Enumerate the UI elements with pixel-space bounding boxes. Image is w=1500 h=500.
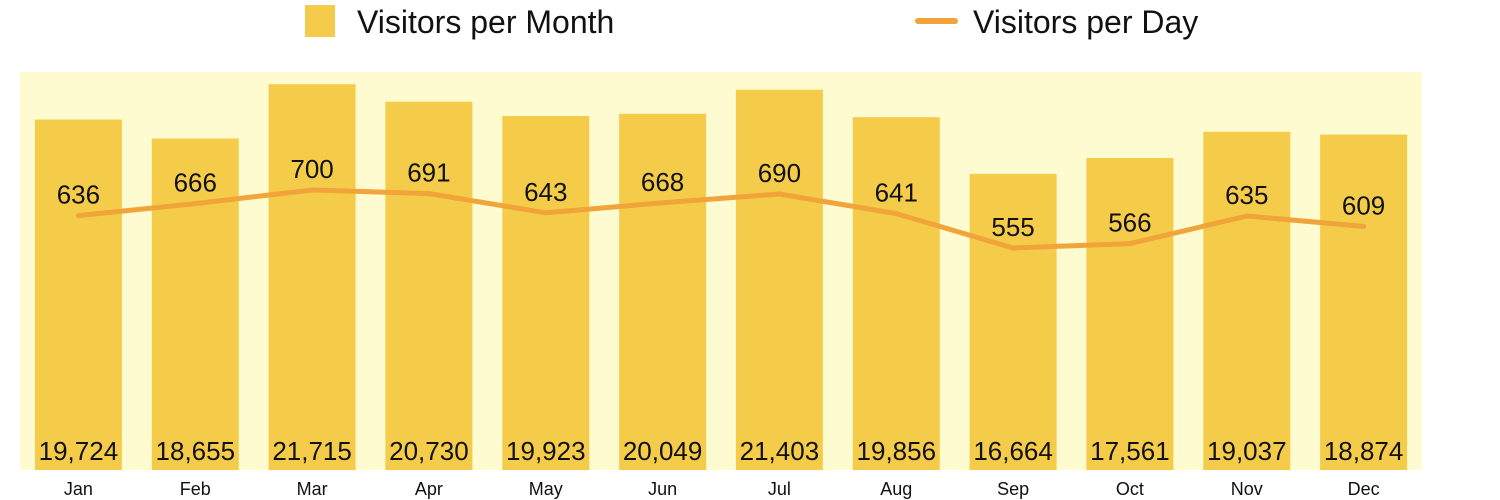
bar-label-apr: 20,730	[389, 436, 469, 466]
line-point-aug	[893, 211, 899, 217]
bar-label-mar: 21,715	[272, 436, 352, 466]
x-tick-jul: Jul	[768, 479, 791, 499]
x-tick-sep: Sep	[997, 479, 1029, 499]
line-label-jul: 690	[758, 158, 801, 188]
line-point-may	[543, 210, 549, 216]
legend-bar-swatch	[305, 5, 335, 37]
line-point-oct	[1127, 241, 1133, 247]
bar-may	[502, 116, 590, 470]
line-label-apr: 691	[407, 158, 450, 188]
line-label-may: 643	[524, 177, 567, 207]
bar-label-jan: 19,724	[39, 436, 119, 466]
x-tick-dec: Dec	[1348, 479, 1380, 499]
line-point-dec	[1361, 223, 1367, 229]
line-label-aug: 641	[875, 178, 918, 208]
bar-nov	[1203, 131, 1291, 471]
line-point-jan	[75, 213, 81, 219]
x-tick-jan: Jan	[64, 479, 93, 499]
line-labels: 636 666 700 691 643 668 690 641 555 566 635 609	[57, 154, 1386, 242]
line-point-apr	[426, 191, 432, 197]
bar-label-may: 19,923	[506, 436, 586, 466]
x-tick-oct: Oct	[1116, 479, 1144, 499]
legend: Visitors per Month Visitors per Day	[305, 4, 1198, 40]
visitors-per-day-line	[75, 187, 1367, 251]
bar-label-jun: 20,049	[623, 436, 703, 466]
bar-label-feb: 18,655	[156, 436, 236, 466]
line-point-nov	[1244, 213, 1250, 219]
line-label-nov: 635	[1225, 180, 1268, 210]
bar-label-sep: 16,664	[973, 436, 1053, 466]
x-tick-aug: Aug	[880, 479, 912, 499]
line-label-dec: 609	[1342, 190, 1385, 220]
line-label-sep: 555	[991, 212, 1034, 242]
bar-sep	[969, 173, 1057, 470]
bar-feb	[151, 138, 239, 470]
bar-label-jul: 21,403	[740, 436, 820, 466]
bar-jul	[735, 89, 823, 470]
line-point-sep	[1010, 245, 1016, 251]
x-tick-jun: Jun	[648, 479, 677, 499]
bar-label-oct: 17,561	[1090, 436, 1170, 466]
x-tick-mar: Mar	[297, 479, 328, 499]
x-tick-may: May	[529, 479, 563, 499]
bar-label-aug: 19,856	[857, 436, 937, 466]
bar-jan	[34, 119, 122, 470]
line-label-mar: 700	[290, 154, 333, 184]
bar-oct	[1086, 158, 1174, 470]
bar-apr	[385, 101, 473, 470]
line-point-mar	[309, 187, 315, 193]
x-tick-nov: Nov	[1231, 479, 1263, 499]
legend-line-label: Visitors per Day	[973, 4, 1198, 40]
bar-jun	[619, 113, 707, 471]
bar-mar	[268, 84, 356, 470]
line-label-feb: 666	[174, 168, 217, 198]
line-label-jan: 636	[57, 180, 100, 210]
bars	[34, 84, 1408, 471]
bar-aug	[852, 117, 940, 470]
x-tick-feb: Feb	[180, 479, 211, 499]
line-label-jun: 668	[641, 167, 684, 197]
line-point-feb	[192, 201, 198, 207]
line-label-oct: 566	[1108, 208, 1151, 238]
legend-bar-label: Visitors per Month	[357, 4, 614, 40]
line-point-jun	[660, 200, 666, 206]
x-axis-ticks: Jan Feb Mar Apr May Jun Jul Aug Sep Oct Nov Dec	[64, 479, 1380, 499]
bar-label-nov: 19,037	[1207, 436, 1287, 466]
plot-background	[20, 72, 1422, 470]
bar-dec	[1320, 134, 1408, 470]
x-tick-apr: Apr	[415, 479, 443, 499]
bar-label-dec: 18,874	[1324, 436, 1404, 466]
bar-labels: 19,724 18,655 21,715 20,730 19,923 20,049 21,4…	[39, 436, 1404, 466]
line-point-jul	[776, 191, 782, 197]
line-series	[75, 187, 1367, 251]
